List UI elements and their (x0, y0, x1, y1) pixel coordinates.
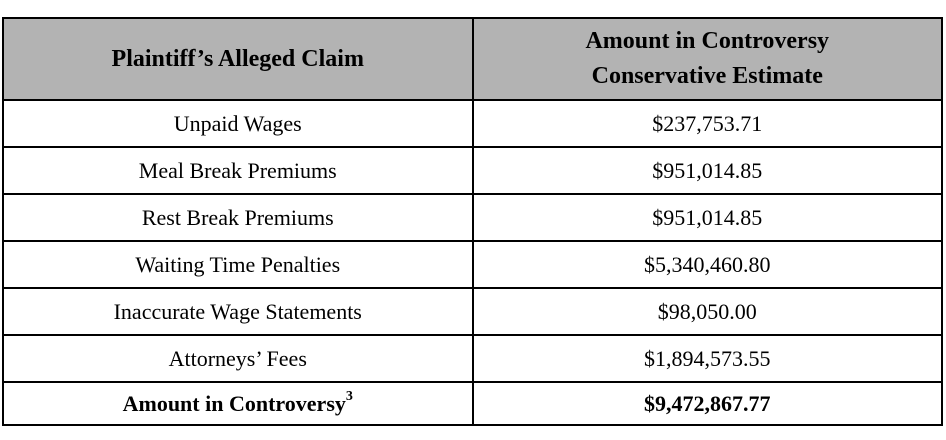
table-row: Waiting Time Penalties $5,340,460.80 (2, 240, 943, 289)
claim-cell: Meal Break Premiums (2, 146, 474, 195)
total-claim-cell: Amount in Controversy3 (2, 381, 474, 426)
table-row: Rest Break Premiums $951,014.85 (2, 193, 943, 242)
claim-cell: Inaccurate Wage Statements (2, 287, 474, 336)
header-cell-amount: Amount in Controversy Conservative Estim… (471, 17, 943, 101)
amount-cell: $237,753.71 (471, 99, 943, 148)
claim-cell: Attorneys’ Fees (2, 334, 474, 383)
header-amount-line1: Amount in Controversy (585, 28, 830, 55)
amount-cell: $951,014.85 (471, 193, 943, 242)
amount-cell: $98,050.00 (471, 287, 943, 336)
table-total-row: Amount in Controversy3 $9,472,867.77 (2, 381, 943, 426)
total-claim-label: Amount in Controversy (122, 390, 346, 416)
claim-cell: Unpaid Wages (2, 99, 474, 148)
table-row: Unpaid Wages $237,753.71 (2, 99, 943, 148)
claim-cell: Rest Break Premiums (2, 193, 474, 242)
header-claim-label: Plaintiff’s Alleged Claim (111, 45, 364, 72)
table-header-row: Plaintiff’s Alleged Claim Amount in Cont… (2, 17, 943, 101)
table-row: Meal Break Premiums $951,014.85 (2, 146, 943, 195)
table-row: Attorneys’ Fees $1,894,573.55 (2, 334, 943, 383)
total-amount-cell: $9,472,867.77 (471, 381, 943, 426)
header-cell-claim: Plaintiff’s Alleged Claim (2, 17, 474, 101)
table-row: Inaccurate Wage Statements $98,050.00 (2, 287, 943, 336)
amount-in-controversy-table: Plaintiff’s Alleged Claim Amount in Cont… (2, 17, 943, 426)
amount-cell: $5,340,460.80 (471, 240, 943, 289)
amount-cell: $951,014.85 (471, 146, 943, 195)
claim-cell: Waiting Time Penalties (2, 240, 474, 289)
amount-cell: $1,894,573.55 (471, 334, 943, 383)
footnote-marker: 3 (345, 389, 353, 405)
header-amount-line2: Conservative Estimate (591, 63, 823, 89)
